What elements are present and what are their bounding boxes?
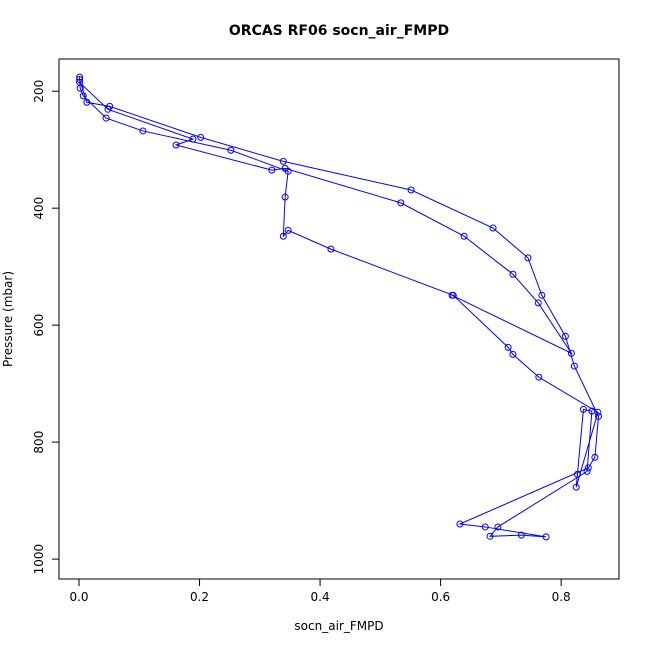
data-point [397,199,405,207]
x-tick-label: 0.2 [190,590,209,604]
data-point [542,533,550,541]
data-point [268,166,276,174]
data-point [583,467,591,475]
data-point [570,362,578,370]
data-point [572,483,580,491]
data-point [594,408,602,416]
y-tick-label: 200 [32,80,46,103]
data-point [567,349,575,357]
data-point [489,224,497,232]
data-point [104,105,112,113]
plot-frame [58,58,620,580]
x-tick-label: 0.4 [311,590,330,604]
data-point [327,245,335,253]
data-point [584,464,592,472]
data-point [284,226,292,234]
data-point [456,520,464,528]
y-tick-label: 800 [32,431,46,454]
data-point [189,135,197,143]
data-point [279,157,287,165]
data-point [407,186,415,194]
data-point [591,453,599,461]
data-point [102,114,110,122]
data-point [279,232,287,240]
data-point [227,146,235,154]
data-point [172,141,180,149]
data-point [524,254,532,262]
data-point [579,405,587,413]
data-point [534,299,542,307]
data-point [486,532,494,540]
data-point [504,343,512,351]
data-point [281,164,289,172]
data-line [78,77,600,538]
data-point [76,75,84,83]
data-point [460,232,468,240]
data-point [595,412,603,420]
data-point [561,332,569,340]
y-tick-label: 600 [32,314,46,337]
data-point [197,133,205,141]
data-point [494,523,502,531]
y-tick-label: 1000 [32,544,46,575]
data-point [83,98,91,106]
x-tick-label: 0.6 [431,590,450,604]
data-point [573,470,581,478]
x-tick-label: 0.8 [552,590,571,604]
y-tick-label: 400 [32,197,46,220]
data-point [509,270,517,278]
data-point [538,291,546,299]
data-point [76,73,84,81]
data-point [517,531,525,539]
data-point [481,523,489,531]
data-point [79,92,87,100]
chart-title: ORCAS RF06 socn_air_FMPD [229,23,449,39]
data-point [139,127,147,135]
data-point [76,78,84,86]
data-point [535,373,543,381]
x-axis-label: socn_air_FMPD [294,619,383,633]
data-point [448,291,456,299]
y-axis-label: Pressure (mbar) [1,271,15,367]
x-tick-label: 0.0 [69,590,88,604]
data-point [281,193,289,201]
data-point [509,350,517,358]
